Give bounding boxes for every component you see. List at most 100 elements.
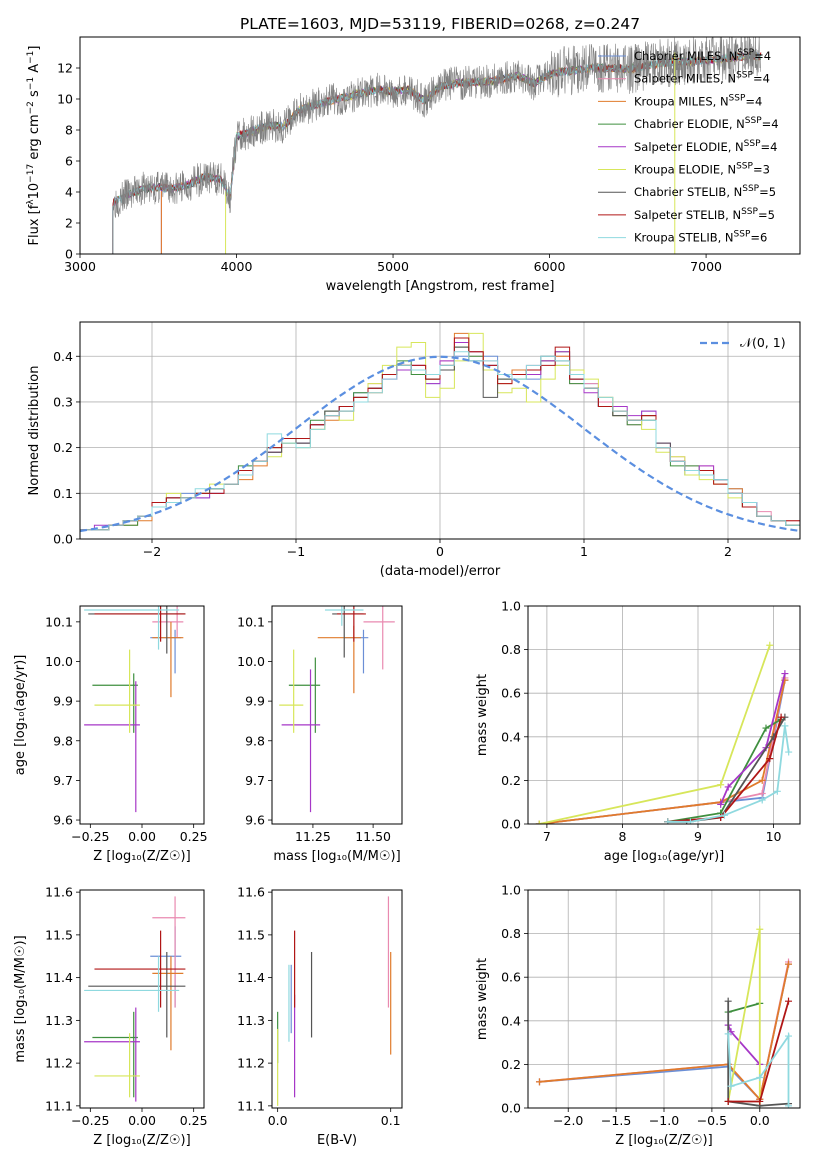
spectrum-panel: 3000 4000 5000 6000 7000 0 2 4 6 8 10 12 wavelength …	[26, 36, 801, 294]
y-tick-label: 9.9	[245, 694, 265, 709]
y-axis-label: Flux [fλ10−17 erg cm−2 s−1 A−1]	[26, 46, 42, 246]
x-axis-label: wavelength [Angstrom, rest frame]	[326, 279, 555, 294]
mass-weight-line	[719, 673, 786, 805]
axes-frame	[79, 605, 205, 825]
x-tick-label: −2	[143, 544, 161, 559]
y-tick-label: 0	[65, 247, 73, 262]
mass-weight-line	[727, 1024, 761, 1065]
residual-histogram	[80, 332, 800, 531]
legend-label: Salpeter ELODIE, NSSP=4	[634, 139, 777, 154]
mass-weight-marker	[766, 641, 774, 649]
mass-weight-marker	[535, 820, 543, 824]
mass-weight-marker	[762, 724, 770, 732]
plot-area	[277, 896, 392, 1106]
figure-title: PLATE=1603, MJD=53119, FIBERID=0268, z=0…	[240, 15, 640, 33]
x-tick-label: 9	[694, 829, 702, 844]
y-tick-label: 0.8	[501, 642, 521, 657]
x-tick-label: 0.25	[180, 829, 208, 844]
x-tick-label: 0	[436, 544, 444, 559]
mass-weight-marker	[777, 713, 785, 721]
y-tick-label: 11.4	[237, 970, 265, 985]
mass-weight-marker	[785, 997, 793, 1005]
y-tick-label: 0.3	[53, 394, 73, 409]
x-tick-label: 0.00	[128, 829, 156, 844]
x-tick-label: 3000	[64, 259, 96, 274]
mass-weight-marker	[781, 722, 789, 730]
y-tick-label: 10.1	[237, 614, 265, 629]
y-tick-label: 10.0	[237, 654, 265, 669]
x-tick-label: 0.1	[381, 1113, 401, 1128]
y-tick-label: 9.6	[245, 813, 265, 828]
x-axis-label: age [log₁₀(age/yr)]	[604, 849, 725, 864]
x-tick-label: 5000	[377, 259, 409, 274]
mass-weight-line	[727, 1033, 790, 1106]
y-axis-label: mass weight	[475, 674, 490, 756]
y-tick-label: 9.8	[53, 733, 73, 748]
mass-weight-marker	[724, 997, 732, 1005]
x-tick-label: −1.0	[649, 1113, 679, 1128]
mass-weight-marker	[724, 1030, 732, 1038]
x-tick-label: 1	[580, 544, 588, 559]
plot-area	[84, 896, 186, 1102]
mass-weight-marker	[758, 796, 766, 804]
axes-frame	[79, 36, 801, 255]
mass-weight-line	[667, 716, 782, 823]
y-tick-label: 6	[65, 154, 73, 169]
y-tick-label: 0.8	[501, 926, 521, 941]
mass-weight-line	[539, 679, 786, 824]
legend-label: Kroupa MILES, NSSP=4	[634, 93, 762, 108]
plot-area	[535, 925, 793, 1108]
x-tick-label: −0.25	[71, 1113, 109, 1128]
x-tick-label: 6000	[534, 259, 566, 274]
mass-weight-line	[539, 679, 786, 824]
x-axis-label: E(B-V)	[317, 1133, 357, 1148]
z-mass-panel: −0.25 0.00 0.25 11.1 11.2 11.3 11.4 11.5 11.6 Z […	[13, 885, 208, 1148]
plot-area	[84, 606, 186, 813]
ebv-mass-panel: 0.0 0.1 11.1 11.2 11.3 11.4 11.5 11.6 E(B-V)	[237, 885, 403, 1148]
y-tick-label: 11.2	[237, 1056, 265, 1071]
y-tick-label: 0.1	[53, 486, 73, 501]
y-tick-label: 11.1	[45, 1098, 73, 1113]
y-tick-label: 11.5	[45, 927, 73, 942]
z-age-panel: −0.25 0.00 0.25 9.6 9.7 9.8 9.9 10.0 10.1 Z [log₁…	[13, 605, 208, 864]
residual-histogram	[80, 346, 800, 531]
residual-histogram	[80, 355, 800, 531]
mass-weight-marker	[720, 811, 728, 819]
x-tick-label: 0.00	[128, 1113, 156, 1128]
y-tick-label: 9.8	[245, 733, 265, 748]
x-tick-label: 7	[543, 829, 551, 844]
x-tick-label: 11.50	[355, 829, 391, 844]
legend-label: Salpeter MILES, NSSP=4	[634, 71, 770, 86]
plot-area	[535, 641, 793, 824]
legend-label: Kroupa ELODIE, NSSP=3	[634, 162, 770, 177]
mass-weight-marker	[535, 1078, 543, 1086]
x-axis-label: Z [log₁₀(Z/Z☉)]	[615, 1133, 712, 1148]
gaussian-reference-line	[80, 355, 800, 533]
y-tick-label: 1.0	[501, 883, 521, 898]
plot-area	[279, 606, 395, 813]
mass-weight-marker	[724, 783, 732, 791]
x-tick-label: −0.25	[71, 829, 109, 844]
x-axis-label: Z [log₁₀(Z/Z☉)]	[93, 849, 190, 864]
mass-weight-marker	[758, 789, 766, 797]
mass-weight-marker	[717, 800, 725, 808]
residual-histogram	[80, 346, 800, 531]
x-tick-label: 4000	[221, 259, 253, 274]
y-tick-label: 10.0	[45, 654, 73, 669]
mass-weight-marker	[686, 818, 694, 824]
residual-histogram	[80, 332, 800, 531]
mass-age-panel: 11.25 11.50 9.6 9.7 9.8 9.9 10.0 10.1 mass [log₁…	[237, 605, 403, 864]
plot-area	[80, 332, 800, 533]
y-tick-label: 0.4	[501, 1013, 521, 1028]
residual-histogram	[80, 351, 800, 531]
axes-frame	[79, 889, 205, 1109]
mass-weight-marker	[785, 748, 793, 756]
x-tick-label: −1	[287, 544, 305, 559]
x-tick-label: 8	[618, 829, 626, 844]
y-tick-label: 11.6	[237, 885, 265, 900]
residual-histogram	[80, 337, 800, 531]
y-tick-label: 9.7	[53, 773, 73, 788]
y-tick-label: 11.6	[45, 885, 73, 900]
mass-weight-line	[539, 644, 771, 824]
x-tick-label: 0.0	[750, 1113, 770, 1128]
